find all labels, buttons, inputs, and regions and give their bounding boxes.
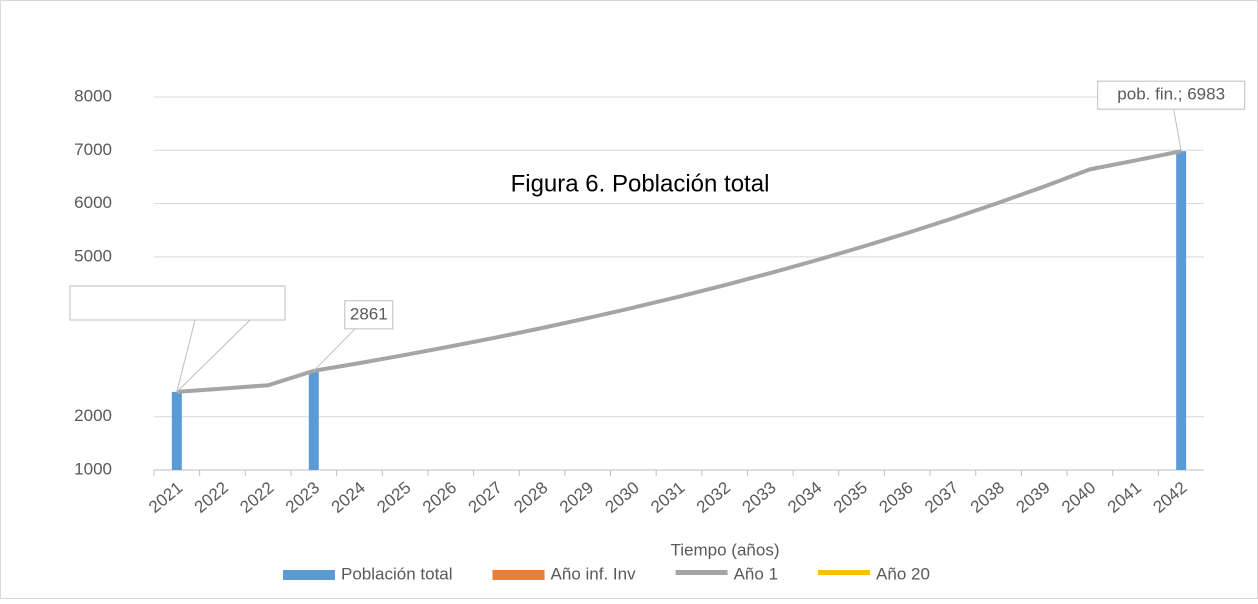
legend-label: Año inf. Inv	[551, 564, 637, 583]
bar	[308, 370, 319, 470]
chart-title: Figura 6. Población total	[511, 170, 770, 197]
bar	[1176, 151, 1187, 470]
line	[176, 149, 1182, 394]
label-leader	[176, 319, 251, 393]
legend-label: Año 1	[734, 564, 778, 583]
legend-swatch	[492, 570, 545, 580]
x-axis-label: Tiempo (años)	[671, 540, 780, 559]
y-tick-label: 8000	[74, 86, 112, 105]
label-box	[344, 300, 394, 330]
y-tick-label: 5000	[74, 246, 112, 265]
data-label: 2861	[350, 304, 388, 323]
label-box	[69, 285, 286, 321]
bar	[171, 391, 182, 470]
legend-label: Población total	[341, 564, 453, 583]
legend-label: Año 20	[876, 564, 930, 583]
label-box	[1097, 80, 1246, 110]
y-tick-label: 1000	[74, 459, 112, 478]
data-label: pob. fin.; 6983	[1117, 85, 1225, 104]
y-tick-label: 2000	[74, 406, 112, 425]
y-tick-label: 7000	[74, 140, 112, 159]
legend-swatch	[283, 570, 335, 580]
y-tick-label: 6000	[74, 193, 112, 212]
label-leader	[176, 319, 196, 393]
legend-swatch	[818, 570, 871, 575]
legend-swatch	[675, 570, 728, 575]
